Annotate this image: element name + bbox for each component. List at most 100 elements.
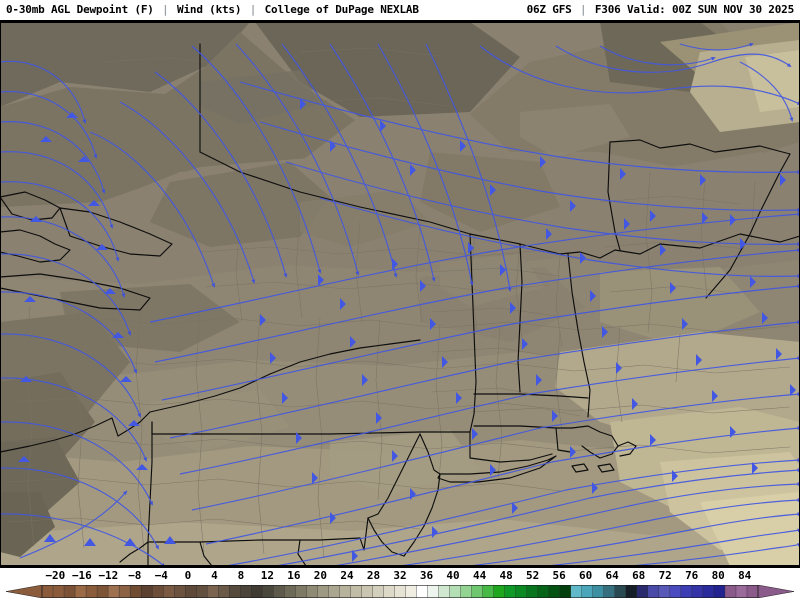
colorbar-swatch <box>251 585 263 598</box>
colorbar-swatch <box>625 585 638 598</box>
colorbar-swatch <box>702 585 715 598</box>
colorbar[interactable]: −20 −16 −12 −8 −4 0 4 8 12 16 20 24 28 32 36 40 44 48 52 56… <box>0 568 800 600</box>
colorbar-swatch <box>196 585 208 598</box>
colorbar-swatch <box>394 585 407 598</box>
colorbar-swatch <box>493 585 506 598</box>
colorbar-swatch <box>658 585 671 598</box>
colorbar-tick-label: 64 <box>605 569 619 582</box>
map-header: 0-30mb AGL Dewpoint (F) | Wind (kts) | C… <box>0 0 800 20</box>
colorbar-min-arrow <box>5 585 43 598</box>
colorbar-swatch <box>41 585 54 598</box>
header-separator-2: | <box>249 3 257 16</box>
colorbar-tick-label: 0 <box>184 569 192 582</box>
colorbar-swatch <box>438 585 451 598</box>
header-right-title: 06Z GFS | F306 Valid: 00Z SUN NOV 30 202… <box>526 3 795 16</box>
colorbar-swatch <box>548 585 561 598</box>
streamline-arrowheads <box>18 98 796 562</box>
colorbar-swatch <box>603 585 616 598</box>
colorbar-swatch <box>636 585 649 598</box>
colorbar-swatch <box>52 585 65 598</box>
header-source-label: College of DuPage NEXLAB <box>264 3 419 16</box>
colorbar-tick-label: −8 <box>128 569 142 582</box>
colorbar-tick-label: 16 <box>287 569 301 582</box>
colorbar-swatch <box>317 585 329 598</box>
colorbar-tick-labels: −20 −16 −12 −8 −4 0 4 8 12 16 20 24 28 32 36 40 44 48 52 56… <box>0 568 800 584</box>
colorbar-swatch <box>85 585 98 598</box>
colorbar-swatch <box>713 585 726 598</box>
map-canvas[interactable] <box>0 20 800 568</box>
header-separator-1: | <box>162 3 169 16</box>
colorbar-swatch <box>218 585 230 598</box>
colorbar-swatch <box>669 585 682 598</box>
colorbar-tick-label: 68 <box>632 569 646 582</box>
header-forecast-hour-label: F306 <box>594 3 621 16</box>
header-model-run-label: 06Z GFS <box>526 3 572 16</box>
colorbar-swatch <box>735 585 748 598</box>
colorbar-max-arrow <box>757 585 795 598</box>
colorbar-tick-label: −16 <box>71 569 92 582</box>
header-variable-label: Wind (kts) <box>177 3 242 16</box>
colorbar-swatch <box>63 585 76 598</box>
colorbar-swatch <box>449 585 462 598</box>
colorbar-tick-label: 24 <box>340 569 354 582</box>
colorbar-swatch <box>129 585 142 598</box>
header-product-label: 0-30mb AGL Dewpoint (F) <box>6 3 154 16</box>
colorbar-tick-label: 48 <box>499 569 513 582</box>
dewpoint-contour-bands <box>0 22 800 566</box>
colorbar-swatch <box>350 585 363 598</box>
colorbar-tick-label: −12 <box>98 569 119 582</box>
colorbar-swatch <box>614 585 627 598</box>
colorbar-swatch <box>680 585 693 598</box>
colorbar-swatch <box>174 585 186 598</box>
colorbar-swatch <box>262 585 274 598</box>
colorbar-tick-label: 84 <box>738 569 752 582</box>
colorbar-outline <box>41 585 759 598</box>
colorbar-tick-label: 36 <box>419 569 434 582</box>
colorbar-swatch <box>691 585 704 598</box>
colorbar-tick-label: 4 <box>211 569 218 582</box>
colorbar-tick-label: 44 <box>472 569 487 582</box>
colorbar-tick-label: −4 <box>154 569 168 582</box>
colorbar-swatch <box>537 585 550 598</box>
colorbar-swatch <box>162 585 175 598</box>
colorbar-strip[interactable] <box>0 585 800 598</box>
colorbar-tick-label: 28 <box>366 569 381 582</box>
colorbar-swatch <box>118 585 131 598</box>
colorbar-swatch <box>526 585 539 598</box>
header-separator-3: | <box>579 3 587 16</box>
colorbar-tick-label: 56 <box>552 569 566 582</box>
colorbar-swatch <box>361 585 374 598</box>
colorbar-swatch <box>372 585 385 598</box>
colorbar-swatch <box>140 585 153 598</box>
colorbar-swatch <box>504 585 517 598</box>
colorbar-swatch <box>185 585 197 598</box>
colorbar-tick-label: 80 <box>711 569 725 582</box>
colorbar-swatch <box>151 585 164 598</box>
colorbar-swatch <box>647 585 660 598</box>
colorbar-tick-label: 8 <box>237 569 245 582</box>
header-valid-time-label: Valid: 00Z SUN NOV 30 2025 <box>627 3 794 16</box>
map-svg <box>0 22 800 566</box>
header-left-title: 0-30mb AGL Dewpoint (F) | Wind (kts) | C… <box>6 3 419 16</box>
colorbar-swatch <box>460 585 473 598</box>
state-borders <box>0 43 800 566</box>
colorbar-swatch <box>229 585 241 598</box>
colorbar-swatch <box>96 585 109 598</box>
colorbar-swatch <box>570 585 583 598</box>
colorbar-tick-label: 60 <box>578 569 593 582</box>
colorbar-tick-label: 52 <box>525 569 540 582</box>
colorbar-tick-label: 32 <box>393 569 407 582</box>
colorbar-tick-label: 20 <box>313 569 328 582</box>
colorbar-swatch <box>339 585 352 598</box>
colorbar-tick-label: 12 <box>260 569 275 582</box>
colorbar-swatch <box>405 585 418 598</box>
colorbar-swatch <box>559 585 572 598</box>
colorbar-swatch <box>746 585 759 598</box>
colorbar-swatch <box>273 585 285 598</box>
colorbar-tick-label: 40 <box>446 569 460 582</box>
colorbar-swatch <box>207 585 219 598</box>
colorbar-swatch <box>383 585 396 598</box>
colorbar-swatch <box>427 585 440 598</box>
wind-streamlines <box>0 43 800 566</box>
